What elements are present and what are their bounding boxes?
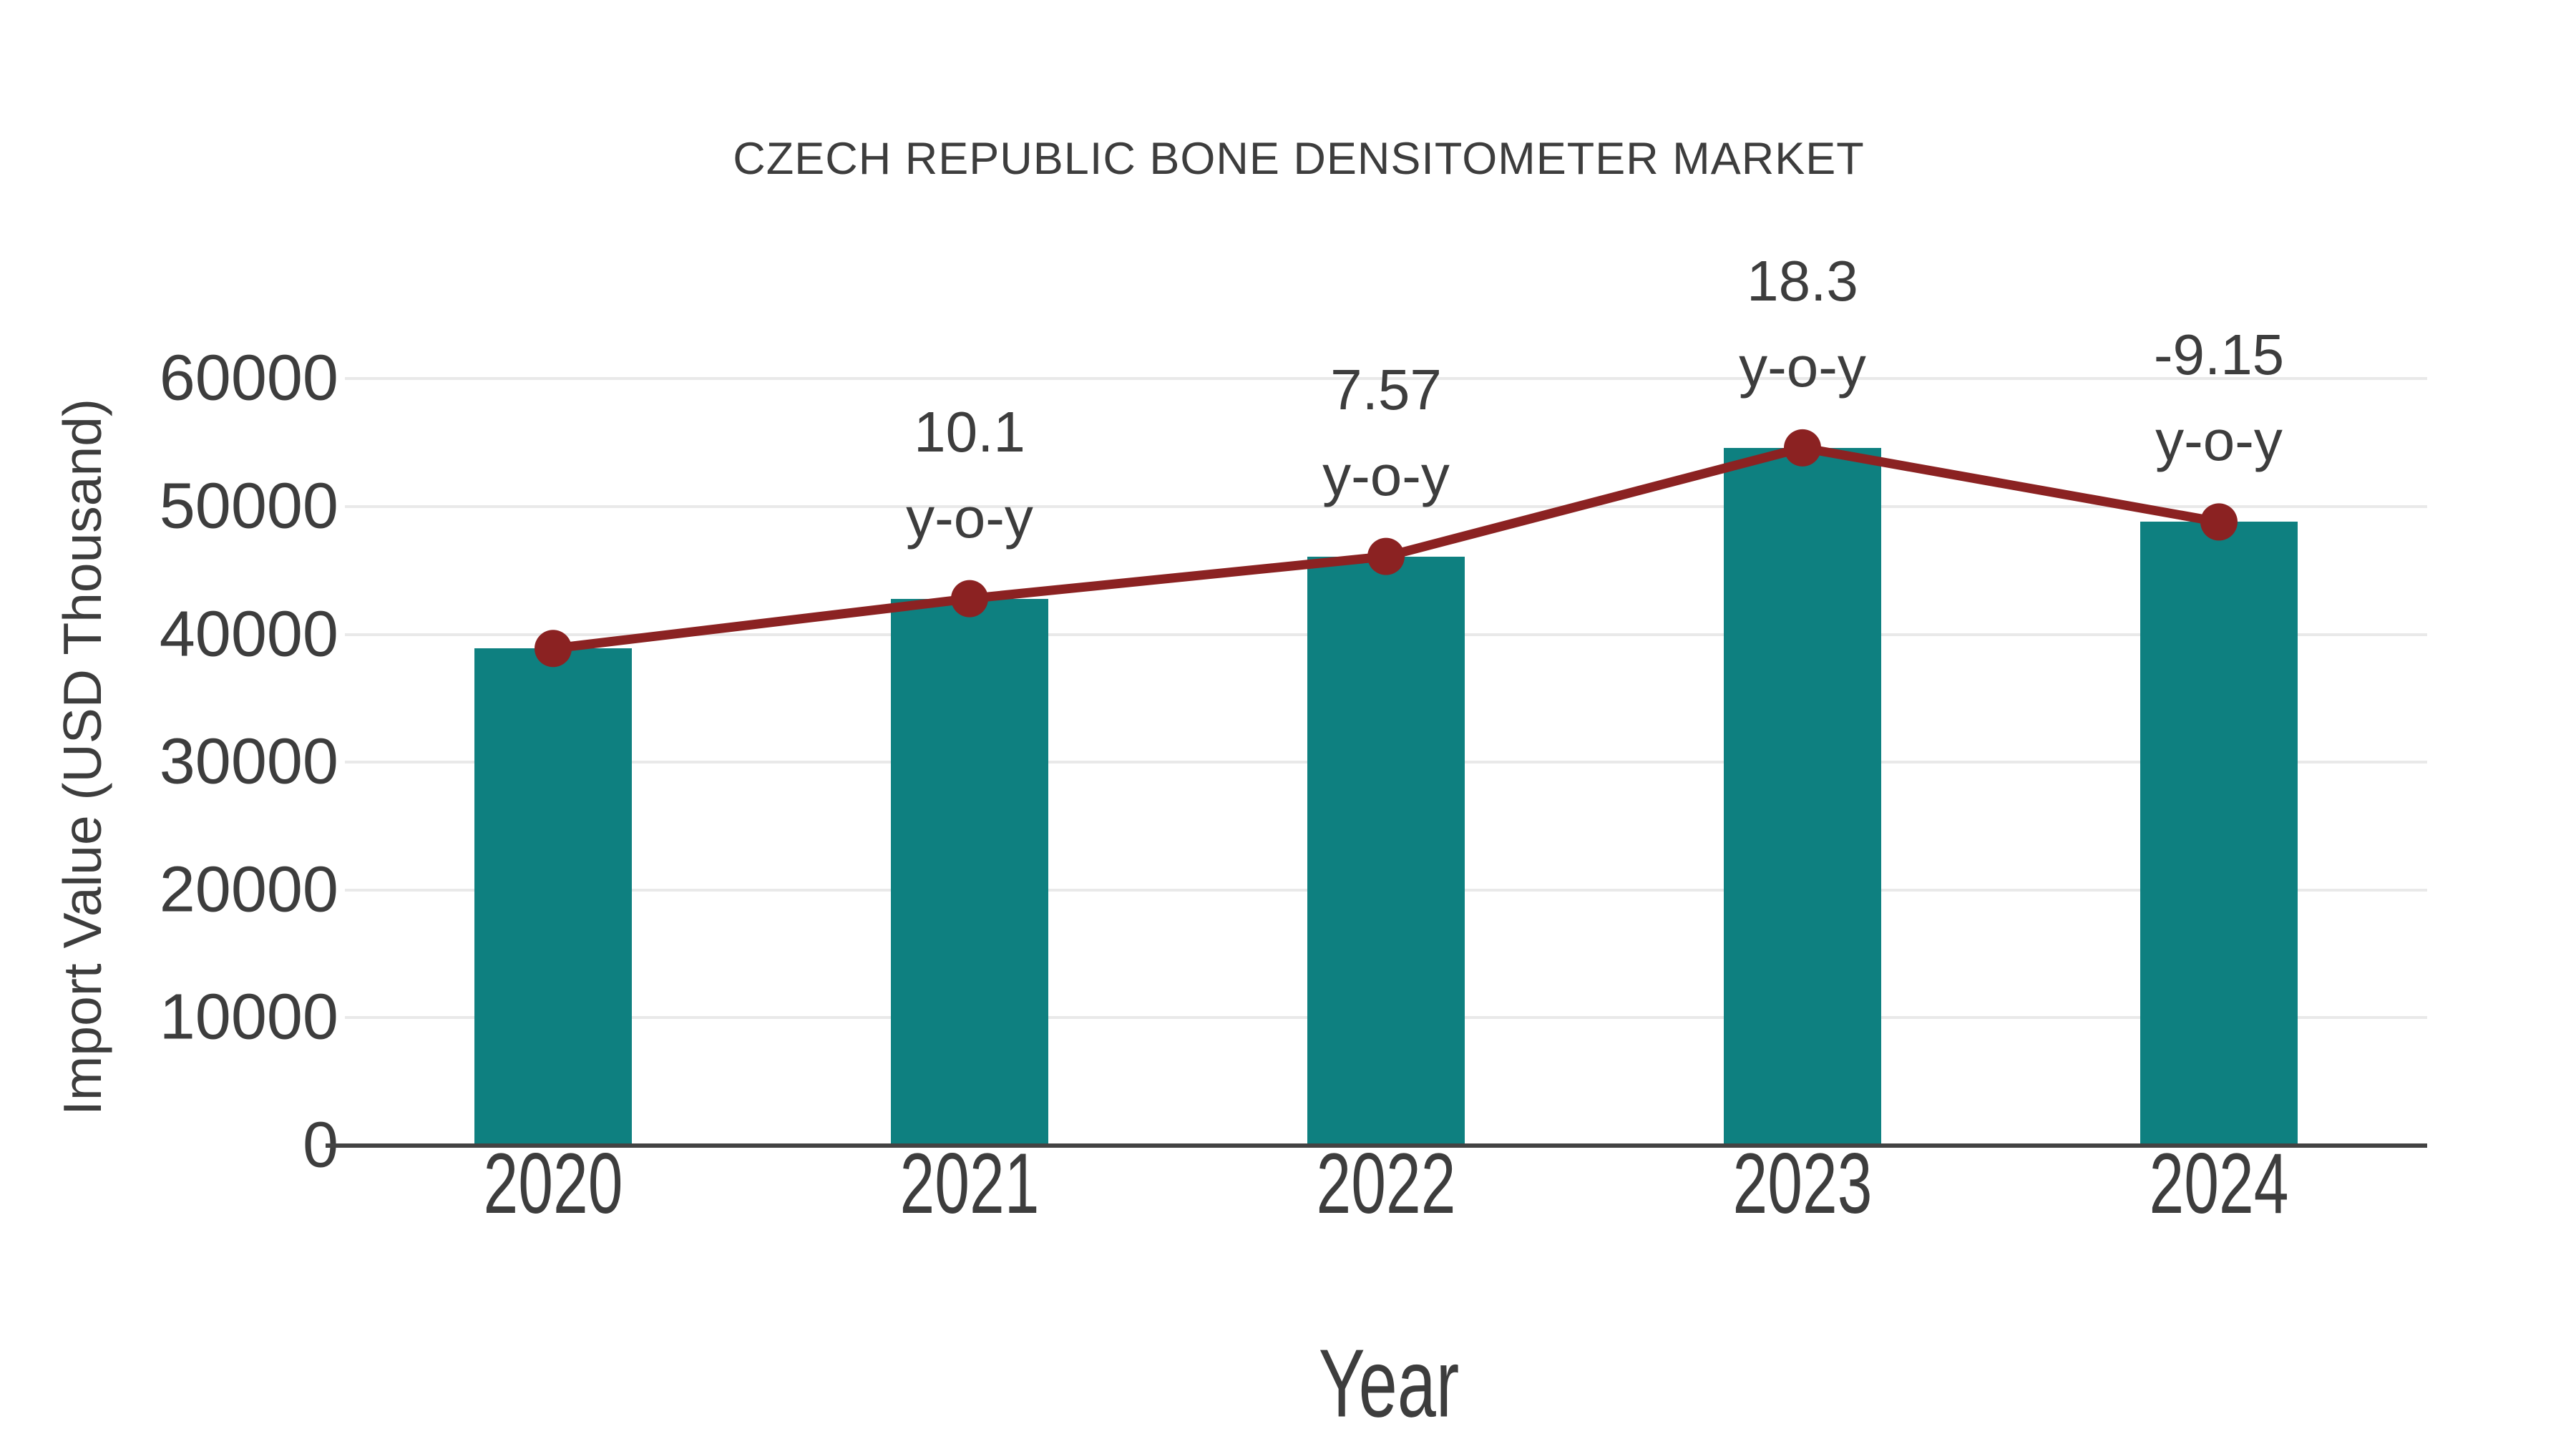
yoy-value: 7.57 — [1330, 357, 1442, 421]
gridline — [345, 505, 2427, 508]
bar-2021 — [891, 598, 1048, 1147]
yoy-unit: y-o-y — [1739, 334, 1866, 399]
y-tick-label: 30000 — [159, 726, 338, 798]
marker-dot-2024 — [2200, 503, 2238, 541]
yoy-unit: y-o-y — [906, 485, 1033, 550]
yoy-unit: y-o-y — [1322, 443, 1450, 507]
bar-2023 — [1724, 447, 1881, 1147]
gridline — [345, 377, 2427, 381]
yoy-annotation-2024: -9.15 y-o-y — [2154, 312, 2284, 484]
y-tick-label: 60000 — [159, 342, 338, 414]
marker-dot-2021 — [951, 580, 988, 618]
yoy-value: 18.3 — [1747, 248, 1858, 313]
y-tick-label: 40000 — [159, 598, 338, 670]
x-tick-label: 2024 — [2149, 1136, 2289, 1231]
yoy-unit: y-o-y — [2155, 409, 2283, 473]
yoy-annotation-2021: 10.1 y-o-y — [906, 389, 1033, 561]
x-axis-line — [326, 1143, 2427, 1148]
y-tick-label: 10000 — [159, 981, 338, 1053]
marker-dot-2022 — [1367, 537, 1405, 575]
bar-2024 — [2140, 522, 2298, 1147]
yoy-annotation-2022: 7.57 y-o-y — [1322, 347, 1450, 519]
bar-2022 — [1307, 556, 1465, 1147]
marker-dot-2023 — [1784, 429, 1821, 467]
x-tick-label: 2020 — [483, 1136, 623, 1231]
yoy-annotation-2023: 18.3 y-o-y — [1739, 238, 1866, 410]
x-axis-title: Year — [1318, 1329, 1460, 1438]
yoy-value: 10.1 — [914, 399, 1025, 464]
x-tick-label: 2023 — [1732, 1136, 1873, 1231]
y-tick-label: 50000 — [159, 470, 338, 542]
yoy-value: -9.15 — [2153, 323, 2285, 387]
y-tick-label: 20000 — [159, 854, 338, 926]
chart-title: CZECH REPUBLIC BONE DENSITOMETER MARKET — [733, 134, 1865, 184]
bar-2020 — [474, 648, 632, 1147]
x-tick-label: 2022 — [1316, 1136, 1456, 1231]
x-tick-label: 2021 — [899, 1136, 1040, 1231]
marker-dot-2020 — [535, 630, 572, 668]
